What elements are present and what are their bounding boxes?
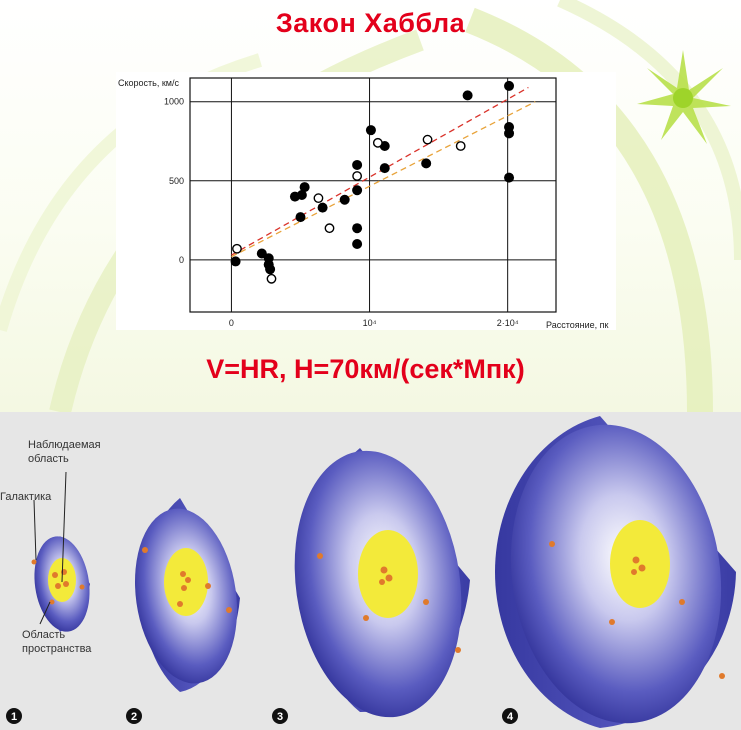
data-point-filled [352, 223, 363, 234]
x-tick-label: 2·10⁴ [497, 318, 519, 328]
hubble-formula: V=HR, H=70км/(сек*Мпк) [206, 354, 525, 384]
sphere-stage-4 [494, 416, 736, 728]
data-point-filled [504, 128, 515, 139]
expansion-diagram: 1 2 3 4 Наблюдаемая область Галактика Област… [0, 412, 741, 730]
data-point-filled [504, 80, 515, 91]
data-point-filled [421, 158, 432, 169]
data-point-filled [462, 90, 473, 101]
data-point-filled [265, 264, 276, 275]
stage-marker [6, 708, 22, 724]
data-point-filled [230, 256, 241, 267]
fit-line [231, 101, 536, 258]
fit-line [231, 86, 529, 256]
data-point-open [313, 193, 324, 204]
data-point-filled [317, 202, 328, 213]
chart-plot: 0 10⁴ 2·10⁴ 0 500 1000 Скорость, км/с Расстоя… [118, 77, 608, 330]
y-tick-label: 1000 [164, 97, 184, 107]
data-point-open [422, 134, 433, 145]
label-pointers [33, 471, 67, 625]
data-point-filled [352, 239, 363, 250]
stage-marker [502, 708, 518, 724]
stage-number: 3 [277, 711, 283, 723]
stage-marker [272, 708, 288, 724]
chart-points [230, 80, 515, 284]
data-point-open [266, 273, 277, 284]
data-point-filled [365, 125, 376, 136]
star-icon [637, 50, 731, 144]
space-region-label: Область пространства [22, 629, 92, 655]
stage-markers: 1 2 3 4 [6, 708, 518, 724]
data-point-open [232, 243, 242, 254]
data-point-filled [379, 163, 390, 174]
chart-tick-labels: 0 10⁴ 2·10⁴ 0 500 1000 [164, 97, 519, 328]
stage-marker [126, 708, 142, 724]
x-tick-label: 10⁴ [363, 318, 377, 328]
stage-number: 2 [131, 711, 137, 723]
chart-fit-lines [231, 86, 536, 258]
y-tick-label: 500 [169, 176, 184, 186]
stage-number: 1 [11, 711, 17, 723]
x-axis-label: Расстояние, пк [546, 320, 608, 330]
data-point-open [455, 141, 466, 151]
data-point-open [352, 171, 363, 181]
sphere-stage-2 [134, 498, 240, 692]
data-point-open [372, 137, 383, 148]
data-point-filled [299, 182, 310, 193]
hubble-chart: 0 10⁴ 2·10⁴ 0 500 1000 Скорость, км/с Расстоя… [116, 72, 616, 330]
plot-frame [189, 77, 557, 313]
sphere-stage-3 [294, 448, 470, 718]
page-title: Закон Хаббла [275, 8, 466, 38]
data-point-filled [352, 185, 363, 196]
stage-number: 4 [507, 711, 514, 723]
data-point-filled [339, 194, 350, 205]
data-point-open [324, 223, 335, 234]
data-point-filled [295, 212, 306, 223]
data-point-filled [296, 190, 307, 200]
sphere-stage-1 [31, 536, 90, 632]
galaxy-label: Галактика [0, 491, 52, 503]
data-point-filled [352, 159, 363, 170]
data-point-filled [504, 172, 515, 183]
y-tick-label: 0 [179, 255, 184, 265]
x-tick-label: 0 [229, 318, 234, 328]
chart-grid [189, 77, 557, 313]
y-axis-label: Скорость, км/с [118, 78, 179, 88]
observable-region-label: Наблюдаемая область [28, 439, 101, 465]
